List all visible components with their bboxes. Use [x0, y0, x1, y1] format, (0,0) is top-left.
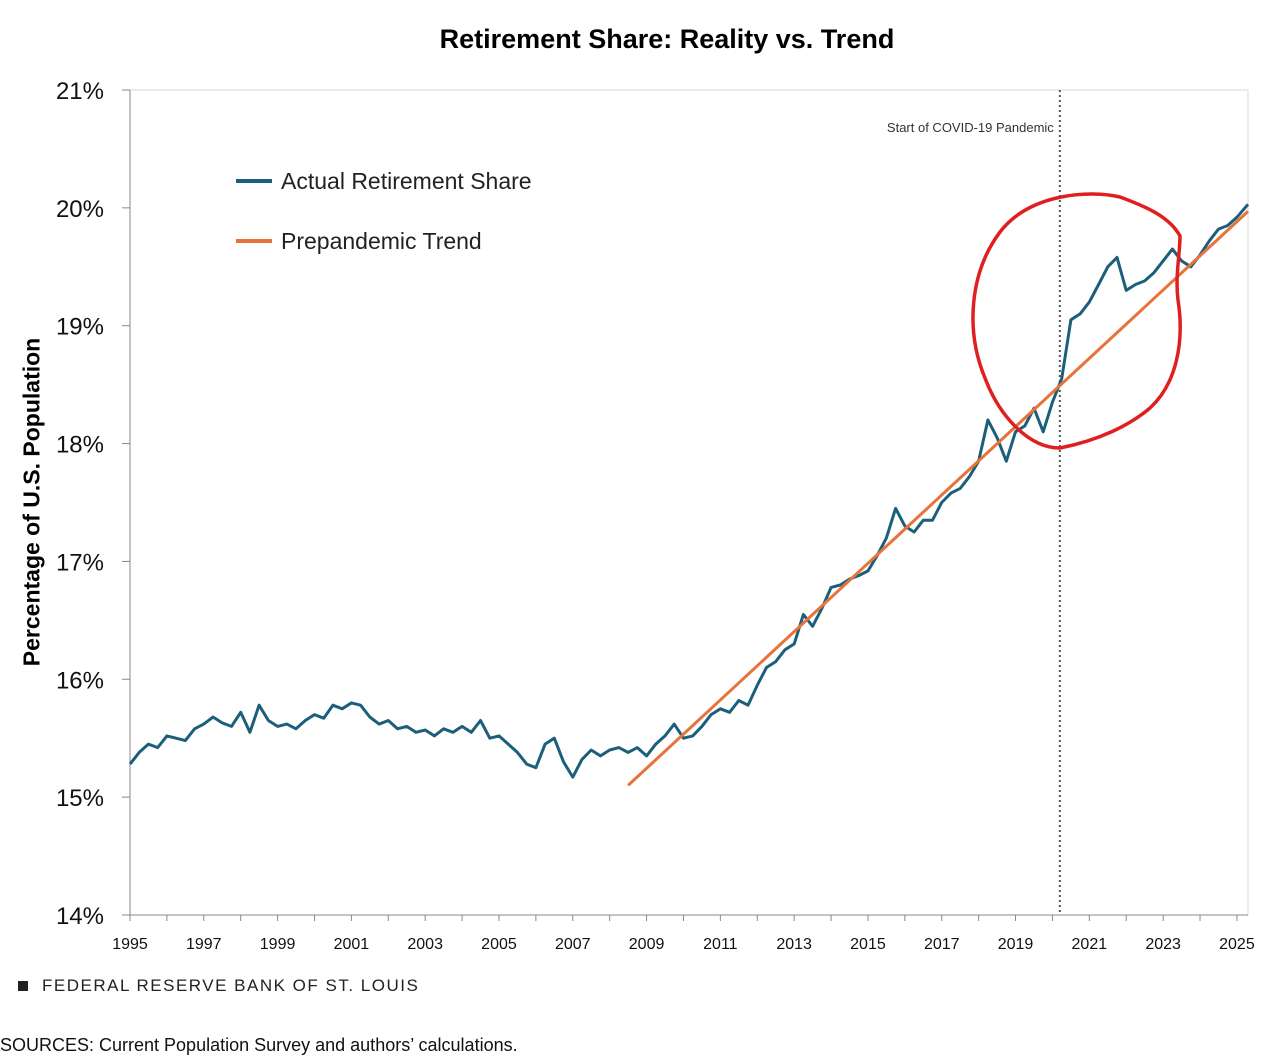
x-tick-label: 2023 — [1145, 936, 1181, 953]
x-tick-label: 1999 — [260, 936, 296, 953]
actual-retirement-share-line — [128, 203, 1250, 779]
brand-square-icon — [18, 981, 28, 991]
plot-frame — [129, 89, 1249, 916]
x-tick-label: 2013 — [776, 936, 812, 953]
x-tick-label: 2017 — [924, 936, 960, 953]
prepandemic-trend-line — [627, 210, 1250, 787]
sources-note: SOURCES: Current Population Survey and a… — [0, 1035, 518, 1055]
x-tick-label: 2015 — [850, 936, 886, 953]
x-tick-label: 2025 — [1219, 936, 1255, 953]
y-tick-label: 20% — [56, 196, 104, 223]
highlight-circle — [971, 192, 1182, 450]
x-tick-label: 2005 — [481, 936, 517, 953]
legend-actual-label: Actual Retirement Share — [281, 168, 532, 194]
chart-title: Retirement Share: Reality vs. Trend — [439, 24, 895, 54]
y-tick-label: 14% — [56, 903, 104, 930]
legend-trend-label: Prepandemic Trend — [281, 228, 482, 254]
x-tick-label: 2003 — [407, 936, 443, 953]
x-tick-label: 1997 — [186, 936, 222, 953]
x-tick-label: 2011 — [703, 936, 738, 953]
x-tick-label: 1995 — [112, 936, 148, 953]
y-tick-label: 15% — [56, 785, 104, 812]
y-tick-label: 17% — [56, 549, 104, 576]
source-brand: FEDERAL RESERVE BANK OF ST. LOUIS — [18, 976, 419, 996]
x-tick-label: 2009 — [629, 936, 665, 953]
x-tick-label: 2019 — [998, 936, 1034, 953]
x-tick-label: 2021 — [1072, 936, 1108, 953]
y-tick-label: 19% — [56, 314, 104, 341]
x-tick-label: 2001 — [334, 936, 370, 953]
y-tick-label: 18% — [56, 432, 104, 459]
x-tick-label: 2007 — [555, 936, 591, 953]
source-brand-label: FEDERAL RESERVE BANK OF ST. LOUIS — [42, 976, 420, 995]
y-tick-label: 16% — [56, 667, 104, 694]
pandemic-marker-label: Start of COVID-19 Pandemic — [887, 120, 1054, 135]
y-tick-label: 21% — [56, 78, 104, 105]
